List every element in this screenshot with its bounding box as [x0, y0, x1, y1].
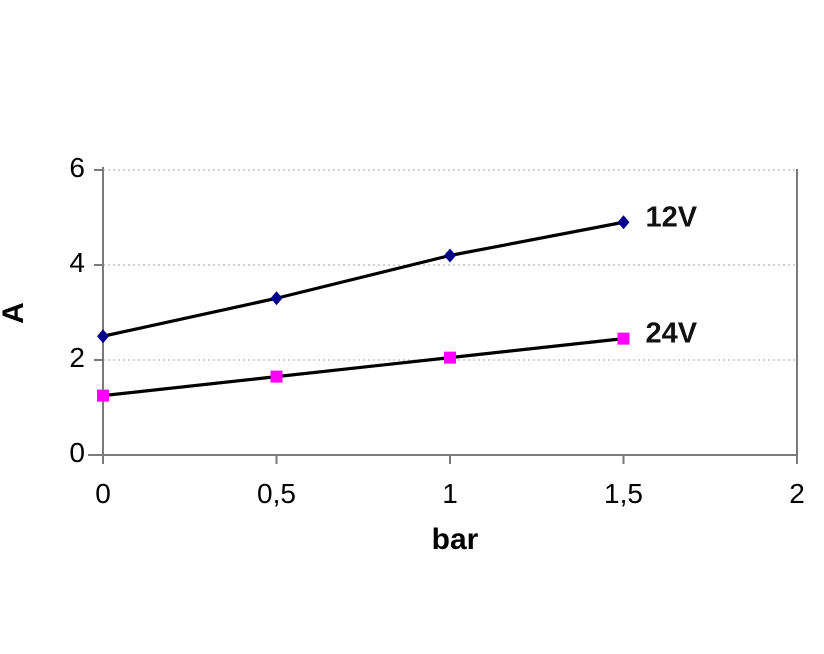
data-point-24V	[97, 389, 109, 402]
axis-layer: 0 2 4 6 0 0,5 1 1,5 2	[69, 152, 804, 509]
data-point-12V	[617, 215, 630, 230]
series-line-12V	[101, 220, 626, 338]
series-layer	[97, 215, 630, 402]
x-tick-label: 0	[95, 478, 111, 509]
data-point-12V	[97, 329, 109, 344]
data-point-24V	[617, 332, 630, 345]
x-axis-title: bar	[432, 523, 479, 556]
x-tick-label: 1,5	[604, 478, 643, 509]
annotation-layer: 12V 24V	[646, 201, 698, 349]
series-line-24V	[101, 337, 626, 398]
y-tick-label: 6	[69, 152, 85, 183]
x-tick-label: 0,5	[257, 478, 296, 509]
data-point-12V	[444, 248, 456, 263]
y-axis-title: A	[0, 302, 30, 324]
x-tick-label: 2	[789, 478, 805, 509]
data-point-24V	[270, 370, 283, 383]
y-tick-label: 2	[69, 342, 85, 373]
y-tick-label: 0	[69, 437, 85, 468]
series-label-24V: 24V	[646, 318, 698, 350]
data-point-12V	[270, 291, 283, 306]
data-point-24V	[444, 351, 456, 364]
series-label-12V: 12V	[646, 201, 698, 233]
x-tick-label: 1	[442, 478, 458, 509]
y-tick-label: 4	[69, 247, 85, 278]
